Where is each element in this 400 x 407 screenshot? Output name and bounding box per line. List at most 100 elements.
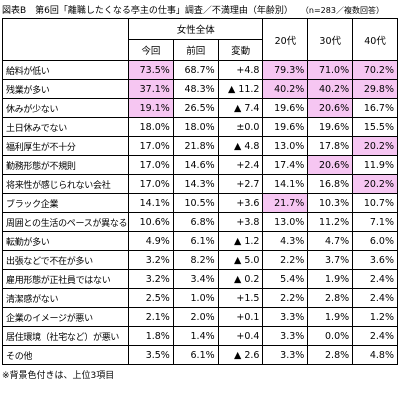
cell: 16.8% <box>307 174 354 194</box>
row-label: 将来性が感じられない会社 <box>2 174 129 194</box>
cell: 21.8% <box>172 136 219 156</box>
column-header: 20代 <box>262 18 309 61</box>
cell: 3.4% <box>172 269 219 289</box>
row-label: 周囲との生活のペースが異なる <box>2 212 129 232</box>
table-row: 勤務形態が不規則 17.0% 14.6% +2.4 17.4% 20.6% 11.9% <box>2 155 398 175</box>
table-row: その他 3.5% 6.1% ▲ 2.6 3.3% 2.8% 4.8% <box>2 345 398 365</box>
cell: 3.3% <box>262 345 309 365</box>
table-row: 清潔感がない 2.5% 1.0% +1.5 2.2% 2.8% 2.4% <box>2 288 398 308</box>
cell: 4.3% <box>262 231 309 251</box>
cell: 70.2% <box>352 60 398 80</box>
cell: 10.6% <box>128 212 174 232</box>
title-bar: 図表B 第6回「離職したくなる亭主の仕事」調査／不満理由（年齢別） （n=283／… <box>2 3 398 18</box>
cell: ±0.0 <box>217 117 264 137</box>
column-header: 30代 <box>307 18 354 61</box>
row-label: 給料が低い <box>2 60 129 80</box>
cell: 20.2% <box>352 136 398 156</box>
cell: +1.5 <box>217 288 264 308</box>
cell: 40.2% <box>262 79 309 99</box>
column-header: 前回 <box>172 39 219 61</box>
cell: +3.8 <box>217 212 264 232</box>
table-row: 周囲との生活のペースが異なる 10.6% 6.8% +3.8 13.0% 11.2% 7.1… <box>2 212 398 232</box>
cell: 1.9% <box>307 307 354 327</box>
cell: ▲ 5.0 <box>217 250 264 270</box>
cell: 2.8% <box>307 345 354 365</box>
cell: 11.2% <box>307 212 354 232</box>
row-label: ブラック企業 <box>2 193 129 213</box>
cell: 2.4% <box>352 326 398 346</box>
cell: 10.3% <box>307 193 354 213</box>
cell: 18.0% <box>128 117 174 137</box>
cell: 3.2% <box>128 269 174 289</box>
cell: 19.6% <box>262 117 309 137</box>
cell: 3.2% <box>128 250 174 270</box>
cell: 14.1% <box>262 174 309 194</box>
table-row: 土日休みでない 18.0% 18.0% ±0.0 19.6% 19.6% 15.5% <box>2 117 398 137</box>
cell: +3.6 <box>217 193 264 213</box>
cell: 10.7% <box>352 193 398 213</box>
cell: 14.6% <box>172 155 219 175</box>
cell: 16.7% <box>352 98 398 118</box>
cell: 2.5% <box>128 288 174 308</box>
table-row: 転勤が多い 4.9% 6.1% ▲ 1.2 4.3% 4.7% 6.0% <box>2 231 398 251</box>
cell: 48.3% <box>172 79 219 99</box>
cell: 40.2% <box>307 79 354 99</box>
note: （n=283／複数回答） <box>304 6 384 15</box>
cell: 79.3% <box>262 60 309 80</box>
cell: 17.0% <box>128 174 174 194</box>
page: 図表B 第6回「離職したくなる亭主の仕事」調査／不満理由（年齢別） （n=283／… <box>2 3 398 381</box>
cell: +2.7 <box>217 174 264 194</box>
cell: 3.3% <box>262 326 309 346</box>
cell: 5.4% <box>262 269 309 289</box>
row-label: 企業のイメージが悪い <box>2 307 129 327</box>
cell: 13.0% <box>262 212 309 232</box>
cell: 71.0% <box>307 60 354 80</box>
table-row: 休みが少ない 19.1% 26.5% ▲ 7.4 19.6% 20.6% 16.7% <box>2 98 398 118</box>
row-label: 残業が多い <box>2 79 129 99</box>
cell: ▲ 2.6 <box>217 345 264 365</box>
cell: 11.9% <box>352 155 398 175</box>
cell: 3.7% <box>307 250 354 270</box>
table-row: 将来性が感じられない会社 17.0% 14.3% +2.7 14.1% 16.8% 20.2… <box>2 174 398 194</box>
table-row: 出張などで不在が多い 3.2% 8.2% ▲ 5.0 2.2% 3.7% 3.6% <box>2 250 398 270</box>
table-row: 雇用形態が正社員ではない 3.2% 3.4% ▲ 0.2 5.4% 1.9% 2.4% <box>2 269 398 289</box>
cell: 8.2% <box>172 250 219 270</box>
cell: +0.4 <box>217 326 264 346</box>
cell: 0.0% <box>307 326 354 346</box>
table: 女性全体 20代 30代 40代 今回 前回 変動 給料が低い 73.5% 68.7% +4.8 7… <box>2 18 398 365</box>
table-body: 給料が低い 73.5% 68.7% +4.8 79.3% 71.0% 70.2% 残業が多い 3… <box>2 60 398 365</box>
group-header: 女性全体 <box>127 18 264 40</box>
column-header: 40代 <box>352 18 398 61</box>
cell: 2.8% <box>307 288 354 308</box>
cell: ▲ 0.2 <box>217 269 264 289</box>
cell: 6.1% <box>172 231 219 251</box>
cell: 1.2% <box>352 307 398 327</box>
cell: 17.4% <box>262 155 309 175</box>
cell: 6.0% <box>352 231 398 251</box>
cell: 20.6% <box>307 98 354 118</box>
cell: 2.1% <box>128 307 174 327</box>
cell: 19.6% <box>262 98 309 118</box>
cell: 6.8% <box>172 212 219 232</box>
cell: 68.7% <box>172 60 219 80</box>
cell: ▲ 1.2 <box>217 231 264 251</box>
table-row: 福利厚生が不十分 17.0% 21.8% ▲ 4.8 13.0% 17.8% 20.2% <box>2 136 398 156</box>
cell: +2.4 <box>217 155 264 175</box>
cell: 7.1% <box>352 212 398 232</box>
cell: 19.1% <box>128 98 174 118</box>
cell: 1.8% <box>128 326 174 346</box>
cell: 1.0% <box>172 288 219 308</box>
row-label: 居住環境（社宅など）が悪い <box>2 326 129 346</box>
cell: 6.1% <box>172 345 219 365</box>
cell: 17.0% <box>128 136 174 156</box>
row-label: 清潔感がない <box>2 288 129 308</box>
cell: 4.8% <box>352 345 398 365</box>
cell: 15.5% <box>352 117 398 137</box>
cell: 18.0% <box>172 117 219 137</box>
cell: 37.1% <box>128 79 174 99</box>
table-row: 企業のイメージが悪い 2.1% 2.0% +0.1 3.3% 1.9% 1.2% <box>2 307 398 327</box>
cell: 26.5% <box>172 98 219 118</box>
cell: +4.8 <box>217 60 264 80</box>
row-label: 出張などで不在が多い <box>2 250 129 270</box>
cell: 14.3% <box>172 174 219 194</box>
